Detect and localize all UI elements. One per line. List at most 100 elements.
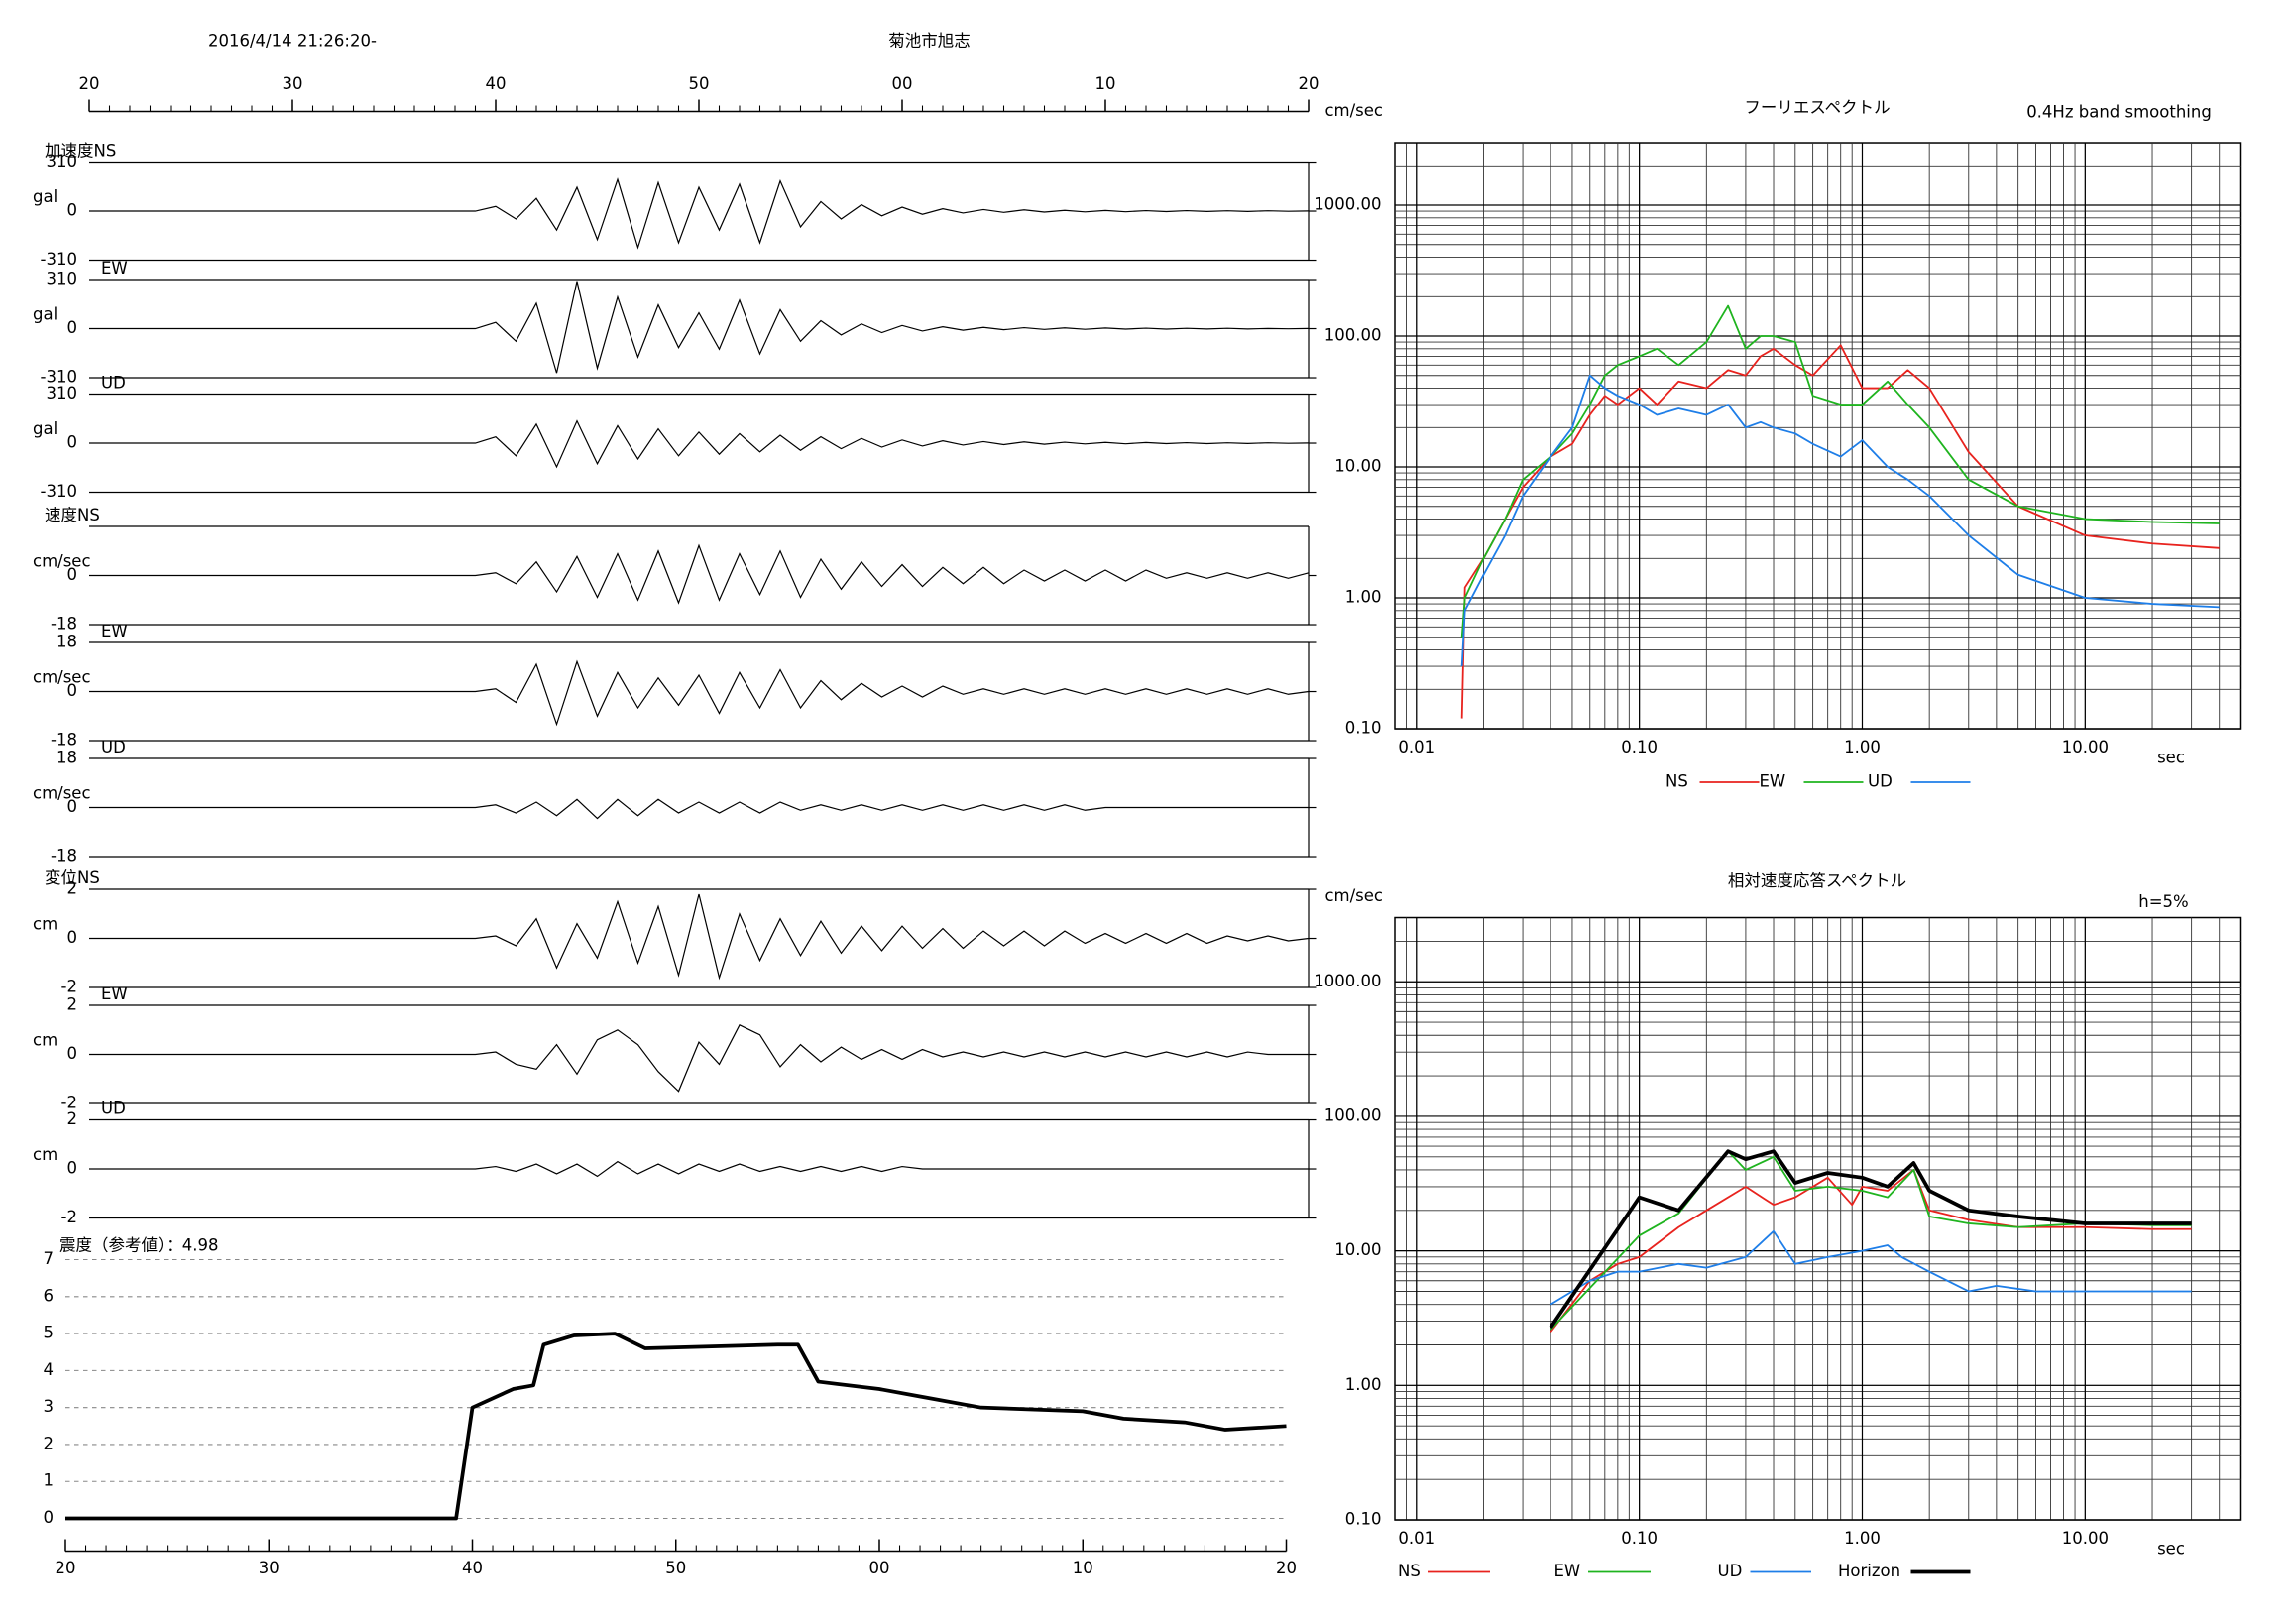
- time-tick-label: 50: [665, 1559, 686, 1577]
- x-tick-label: 1.00: [1844, 738, 1881, 756]
- y-tick-label: -18: [51, 615, 77, 634]
- legend-label: UD: [1718, 1562, 1743, 1580]
- y-tick-label: -18: [51, 847, 77, 866]
- legend-label: NS: [1398, 1562, 1421, 1580]
- time-tick-label: 20: [1276, 1559, 1297, 1577]
- y-tick-label: 2: [44, 1434, 55, 1452]
- waveform-trace: [89, 281, 1310, 374]
- y-tick-label: 6: [44, 1286, 55, 1305]
- y-tick-label: 0: [67, 318, 78, 337]
- chart-subtitle: 0.4Hz band smoothing: [2026, 103, 2212, 122]
- panel-label: 速度NS: [45, 506, 100, 524]
- y-tick-label: 0: [67, 565, 78, 584]
- waveform-trace: [89, 893, 1310, 981]
- panel-label: UD: [101, 374, 126, 393]
- y-tick-label: 0: [44, 1508, 55, 1527]
- y-tick-label: 1.00: [1345, 588, 1382, 607]
- y-tick-label: 7: [44, 1249, 55, 1268]
- time-tick-label: 20: [56, 1559, 76, 1577]
- y-tick-label: 100.00: [1324, 326, 1382, 345]
- y-tick-label: 18: [57, 749, 77, 767]
- chart-title: 相対速度応答スペクトル: [1728, 871, 1906, 890]
- time-tick-label: 30: [259, 1559, 280, 1577]
- y-tick-label: 2: [67, 995, 78, 1014]
- y-tick-label: 0: [67, 433, 78, 452]
- y-tick-label: 3: [44, 1397, 55, 1416]
- x-tick-label: 10.00: [2062, 1529, 2109, 1548]
- y-tick-label: -310: [41, 250, 77, 269]
- x-axis-unit: sec: [2157, 1540, 2185, 1559]
- panel-unit: cm/sec: [33, 668, 91, 687]
- y-tick-label: -2: [61, 978, 77, 996]
- waveform-trace: [89, 543, 1310, 605]
- time-tick-label: 40: [462, 1559, 483, 1577]
- station-name: 菊池市旭志: [888, 32, 971, 51]
- y-tick-label: 10.00: [1334, 1240, 1381, 1259]
- y-tick-label: 310: [47, 384, 78, 403]
- panel-label: 加速度NS: [45, 142, 116, 161]
- panel-unit: cm: [33, 1145, 57, 1164]
- waveform-trace: [89, 419, 1310, 469]
- spectrum-line: [1550, 1229, 2192, 1306]
- spectrum-line: [1549, 1149, 2192, 1329]
- waveform-trace: [89, 177, 1310, 250]
- x-tick-label: 0.10: [1621, 1529, 1658, 1548]
- y-tick-label: -310: [41, 482, 77, 501]
- panel-label: EW: [101, 259, 128, 278]
- time-tick-label: 00: [869, 1559, 890, 1577]
- time-tick-label: 50: [689, 74, 710, 93]
- panel-label: 変位NS: [45, 869, 100, 887]
- record-datetime: 2016/4/14 21:26:20-: [208, 32, 377, 51]
- panel-label: UD: [101, 738, 126, 756]
- x-tick-label: 0.01: [1398, 738, 1435, 756]
- time-tick-label: 10: [1073, 1559, 1093, 1577]
- time-tick-label: 20: [1299, 74, 1320, 93]
- y-tick-label: 10.00: [1334, 457, 1381, 476]
- y-tick-label: 0: [67, 1159, 78, 1178]
- y-tick-label: -18: [51, 731, 77, 750]
- panel-unit: cm/sec: [33, 784, 91, 803]
- time-tick-label: 30: [283, 74, 303, 93]
- legend-label: EW: [1554, 1562, 1581, 1580]
- panel-label: EW: [101, 985, 128, 1003]
- x-axis-unit: sec: [2157, 749, 2185, 767]
- x-tick-label: 0.10: [1621, 738, 1658, 756]
- x-tick-label: 1.00: [1844, 1529, 1881, 1548]
- panel-unit: gal: [33, 419, 57, 438]
- spectrum-line: [1460, 304, 2220, 638]
- y-tick-label: 310: [47, 152, 78, 171]
- intensity-line: [65, 1332, 1287, 1521]
- y-tick-label: 0: [67, 1044, 78, 1063]
- chart-title: フーリエスペクトル: [1744, 98, 1890, 117]
- time-tick-label: 10: [1095, 74, 1116, 93]
- y-tick-label: 0.10: [1345, 719, 1382, 738]
- x-tick-label: 10.00: [2062, 738, 2109, 756]
- waveform-trace: [89, 659, 1310, 727]
- waveform-trace: [89, 1024, 1309, 1093]
- y-tick-label: 18: [57, 633, 77, 651]
- time-tick-label: 40: [486, 74, 507, 93]
- y-tick-label: 0: [67, 201, 78, 220]
- y-tick-label: 1: [44, 1471, 55, 1490]
- y-tick-label: 0: [67, 681, 78, 700]
- y-tick-label: 1.00: [1345, 1375, 1382, 1394]
- panel-unit: gal: [33, 187, 57, 206]
- spectrum-line: [1460, 374, 2220, 667]
- time-tick-label: 20: [79, 74, 100, 93]
- panel-unit: cm: [33, 1031, 57, 1050]
- y-tick-label: 0.10: [1345, 1510, 1382, 1529]
- y-tick-label: 5: [44, 1324, 55, 1342]
- legend-label: UD: [1868, 772, 1893, 791]
- y-tick-label: 100.00: [1324, 1105, 1382, 1124]
- legend-label: NS: [1665, 772, 1688, 791]
- legend-label: Horizon: [1838, 1562, 1900, 1580]
- time-tick-label: 00: [892, 74, 913, 93]
- y-tick-label: 310: [47, 270, 78, 289]
- chart-title: 震度（参考値）：4.98: [59, 1236, 219, 1255]
- panel-label: EW: [101, 622, 128, 640]
- panel-unit: cm/sec: [33, 552, 91, 571]
- y-axis-unit: cm/sec: [1324, 101, 1383, 120]
- y-tick-label: 0: [67, 928, 78, 947]
